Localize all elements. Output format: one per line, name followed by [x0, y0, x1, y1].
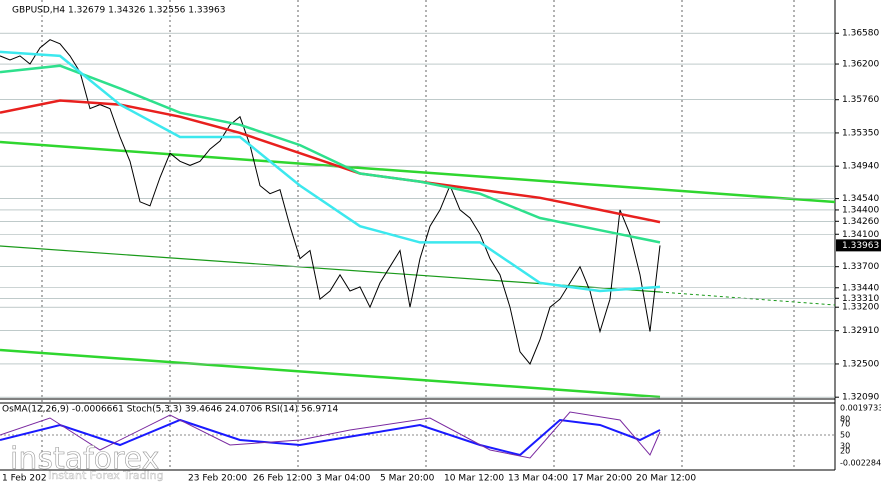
indicator-line	[0, 411, 661, 459]
time-label: 20 Mar 12:00	[636, 474, 696, 484]
last-price-label: 1.33963	[842, 241, 879, 251]
price-label: 1.33700	[842, 262, 879, 272]
vertical-grid	[41, 0, 795, 470]
price-label: 1.35350	[842, 128, 879, 138]
time-label: 17 Mar 20:00	[572, 474, 632, 484]
indicator-label: 50	[840, 431, 850, 440]
trend-lines	[0, 140, 836, 399]
moving-average	[0, 64, 661, 244]
price-label: 1.33200	[842, 303, 879, 313]
time-label: 10 Mar 12:00	[444, 474, 504, 484]
price-label: 1.32090	[842, 393, 879, 403]
price-label: 1.34100	[842, 230, 879, 240]
time-label: 1 Feb 202	[2, 474, 47, 484]
price-label: 1.33440	[842, 283, 879, 293]
price-label: 1.35760	[842, 95, 879, 105]
price-label: 1.36200	[842, 60, 879, 70]
price-label: 1.34540	[842, 194, 879, 204]
indicator-label: 0.0019733	[840, 404, 881, 413]
logo: instaforex	[10, 442, 159, 477]
indicator-label: 20	[840, 447, 850, 456]
time-label: 13 Mar 04:00	[508, 474, 568, 484]
time-label: 23 Feb 20:00	[188, 474, 247, 484]
price-label: 1.34940	[842, 162, 879, 172]
chart-header: GBPUSD,H4 1.32679 1.34326 1.32556 1.3396…	[12, 6, 225, 16]
indicator-label: 80	[840, 415, 850, 424]
moving-average	[0, 50, 661, 293]
indicator-label: 70	[840, 420, 850, 429]
time-label: 26 Feb 12:00	[253, 474, 312, 484]
price-line	[0, 39, 661, 365]
indicator-header: OsMA(12,26,9) -0.0006661 Stoch(5,3,3) 39…	[2, 405, 338, 415]
moving-average	[0, 99, 661, 224]
price-label: 1.33310	[842, 294, 879, 304]
indicator-label: 30	[840, 442, 850, 451]
price-label: 1.34260	[842, 217, 879, 227]
time-label: 5 Mar 20:00	[380, 474, 435, 484]
indicator-line	[0, 418, 661, 457]
price-label: 1.34400	[842, 205, 879, 215]
trend-line-ext	[659, 291, 836, 306]
price-label: 1.36580	[842, 29, 879, 39]
price-label: 1.32500	[842, 359, 879, 369]
indicator-label: -0.002284	[840, 459, 881, 468]
time-label: 3 Mar 04:00	[316, 474, 371, 484]
logo-subtitle: Instant Forex Trading	[48, 469, 164, 482]
price-label: 1.32910	[842, 326, 879, 336]
last-price-box	[836, 239, 881, 252]
